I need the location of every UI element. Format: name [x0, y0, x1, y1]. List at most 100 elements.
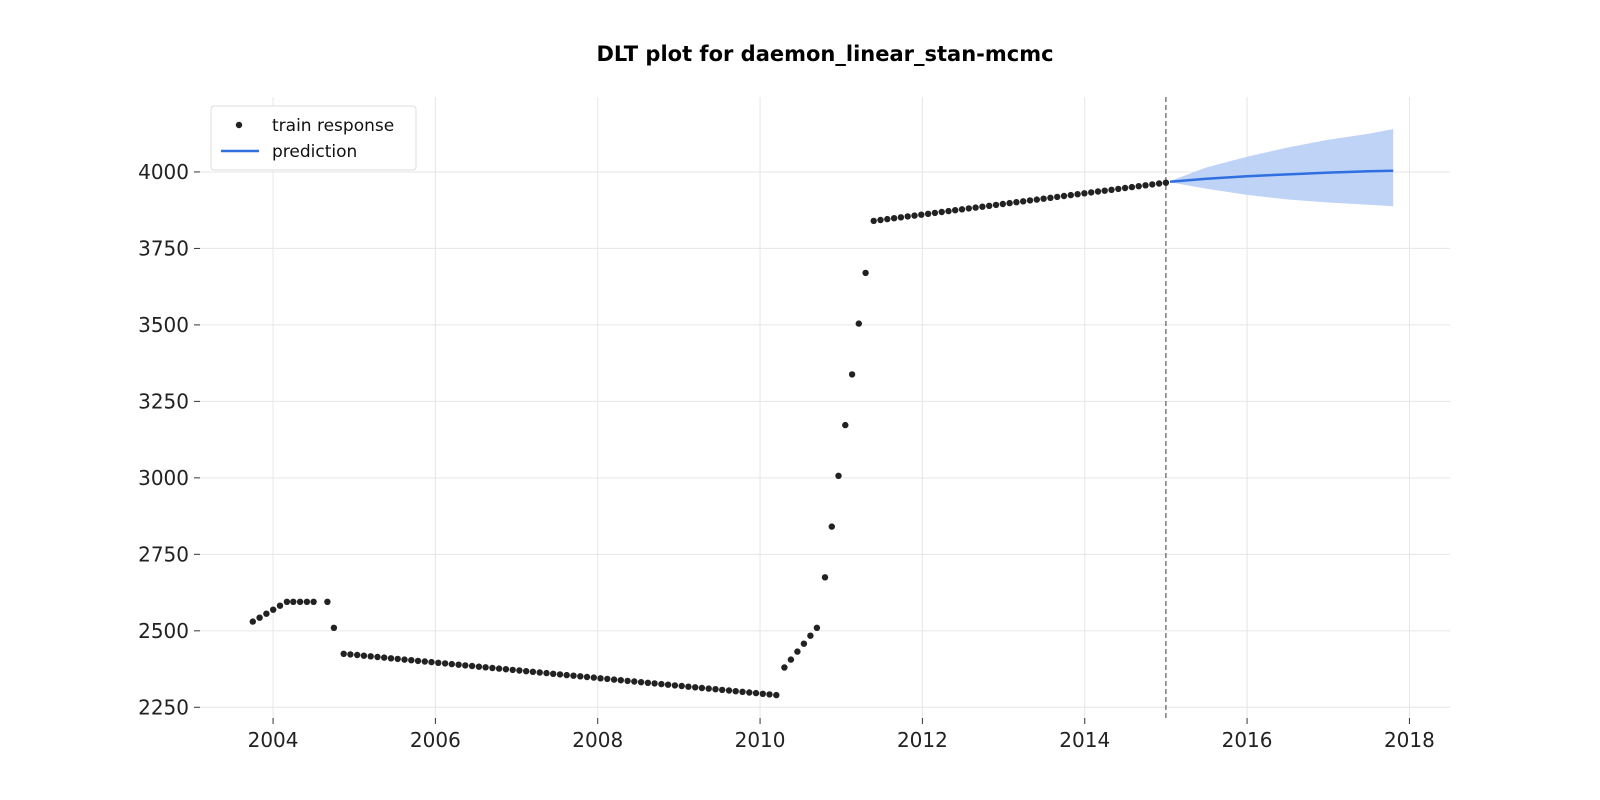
train-response-point-1	[256, 614, 263, 621]
train-response-point-0	[249, 618, 256, 625]
train-response-point-42	[543, 669, 550, 677]
train-response-point-56	[637, 679, 645, 686]
train-response-point-115	[1040, 195, 1047, 202]
train-response-point-67	[712, 686, 719, 693]
legend: train response prediction	[210, 105, 417, 171]
train-response-point-70	[732, 688, 739, 695]
train-response-point-129	[1135, 183, 1142, 190]
train-response-point-17	[374, 653, 381, 661]
x-tick-label-2016: 2016	[1222, 728, 1273, 752]
train-response-point-54	[624, 677, 631, 685]
train-response-point-133	[1162, 179, 1170, 186]
train-response-point-93	[890, 215, 898, 222]
train-response-point-63	[685, 683, 692, 690]
train-response-point-32	[475, 663, 483, 670]
train-response-point-94	[897, 214, 905, 221]
x-axis: 2004 2006 2008 2010 2012 2014 2016 2018	[248, 718, 1435, 752]
train-response-point-108	[992, 201, 1000, 209]
train-response-point-34	[489, 664, 496, 672]
train-response-point-50	[597, 675, 604, 682]
train-response-point-5	[283, 598, 291, 605]
train-response-point-18	[381, 654, 388, 661]
train-response-point-64	[692, 684, 699, 691]
train-response-point-7	[296, 598, 304, 605]
train-response-point-15	[360, 652, 368, 659]
train-response-point-40	[529, 668, 537, 675]
train-response-point-53	[617, 677, 624, 684]
y-tick-label-3000: 3000	[138, 466, 189, 490]
train-response-point-109	[999, 200, 1006, 208]
train-response-point-123	[1094, 188, 1102, 195]
train-response-point-9	[310, 598, 317, 605]
train-response-point-122	[1088, 189, 1095, 196]
train-response-point-80	[800, 640, 808, 647]
train-response-point-116	[1047, 194, 1054, 201]
train-response-point-89	[862, 269, 869, 277]
train-response-point-126	[1115, 185, 1122, 193]
train-response-point-81	[807, 632, 814, 639]
train-response-point-29	[455, 661, 462, 668]
prediction-band	[1170, 129, 1394, 207]
y-tick-label-3750: 3750	[138, 236, 189, 260]
train-response-point-87	[848, 371, 856, 378]
train-response-point-128	[1128, 183, 1136, 191]
train-response-point-131	[1149, 181, 1156, 188]
train-response-point-113	[1026, 197, 1034, 204]
train-response-point-112	[1020, 198, 1027, 205]
train-response-point-101	[945, 207, 952, 215]
train-response-point-72	[746, 689, 753, 696]
train-response-point-110	[1006, 199, 1013, 207]
train-response-point-82	[813, 624, 821, 631]
train-response-point-28	[448, 660, 455, 668]
train-response-point-10	[324, 598, 331, 605]
train-response-points	[249, 179, 1170, 699]
train-response-point-33	[482, 664, 489, 671]
x-tick-label-2012: 2012	[897, 728, 948, 752]
train-response-point-98	[924, 210, 932, 217]
train-response-point-26	[435, 659, 442, 666]
train-response-point-38	[516, 667, 523, 674]
train-response-point-119	[1067, 191, 1075, 199]
train-response-point-83	[821, 574, 829, 581]
train-response-point-4	[276, 602, 284, 609]
train-response-point-106	[979, 203, 986, 210]
x-tick-label-2006: 2006	[410, 728, 461, 752]
train-response-point-73	[752, 689, 760, 697]
train-response-point-45	[563, 671, 570, 679]
train-response-point-95	[904, 213, 911, 220]
train-response-point-6	[290, 598, 297, 605]
train-response-point-11	[330, 624, 338, 631]
y-tick-label-2500: 2500	[138, 619, 189, 643]
train-response-point-48	[583, 673, 591, 681]
train-response-point-66	[705, 685, 712, 692]
x-tick-label-2018: 2018	[1384, 728, 1435, 752]
train-response-point-24	[421, 658, 428, 665]
prediction-line	[1169, 169, 1394, 183]
train-response-point-61	[671, 682, 679, 689]
y-tick-label-4000: 4000	[138, 160, 189, 184]
train-response-point-37	[509, 666, 516, 674]
train-response-point-79	[794, 648, 801, 655]
legend-train-response-label: train response	[272, 116, 394, 136]
y-tick-label-2250: 2250	[138, 695, 189, 719]
train-response-point-35	[495, 665, 503, 672]
train-response-point-120	[1074, 191, 1081, 198]
train-response-point-130	[1142, 182, 1149, 189]
train-response-point-91	[877, 216, 884, 224]
train-response-point-41	[536, 669, 543, 676]
train-response-point-44	[556, 671, 564, 678]
train-response-point-39	[523, 668, 530, 675]
train-response-point-90	[870, 217, 877, 225]
train-response-point-78	[787, 656, 795, 663]
train-response-point-121	[1081, 190, 1088, 197]
train-response-point-60	[664, 681, 672, 688]
x-tick-label-2008: 2008	[572, 728, 623, 752]
train-response-point-12	[340, 650, 347, 657]
chart-title: DLT plot for daemon_linear_stan-mcmc	[596, 42, 1053, 66]
train-response-point-100	[938, 208, 945, 216]
train-response-point-96	[911, 212, 918, 219]
legend-train-response-marker	[235, 121, 243, 129]
train-response-point-127	[1121, 184, 1129, 192]
train-response-point-118	[1060, 192, 1068, 200]
